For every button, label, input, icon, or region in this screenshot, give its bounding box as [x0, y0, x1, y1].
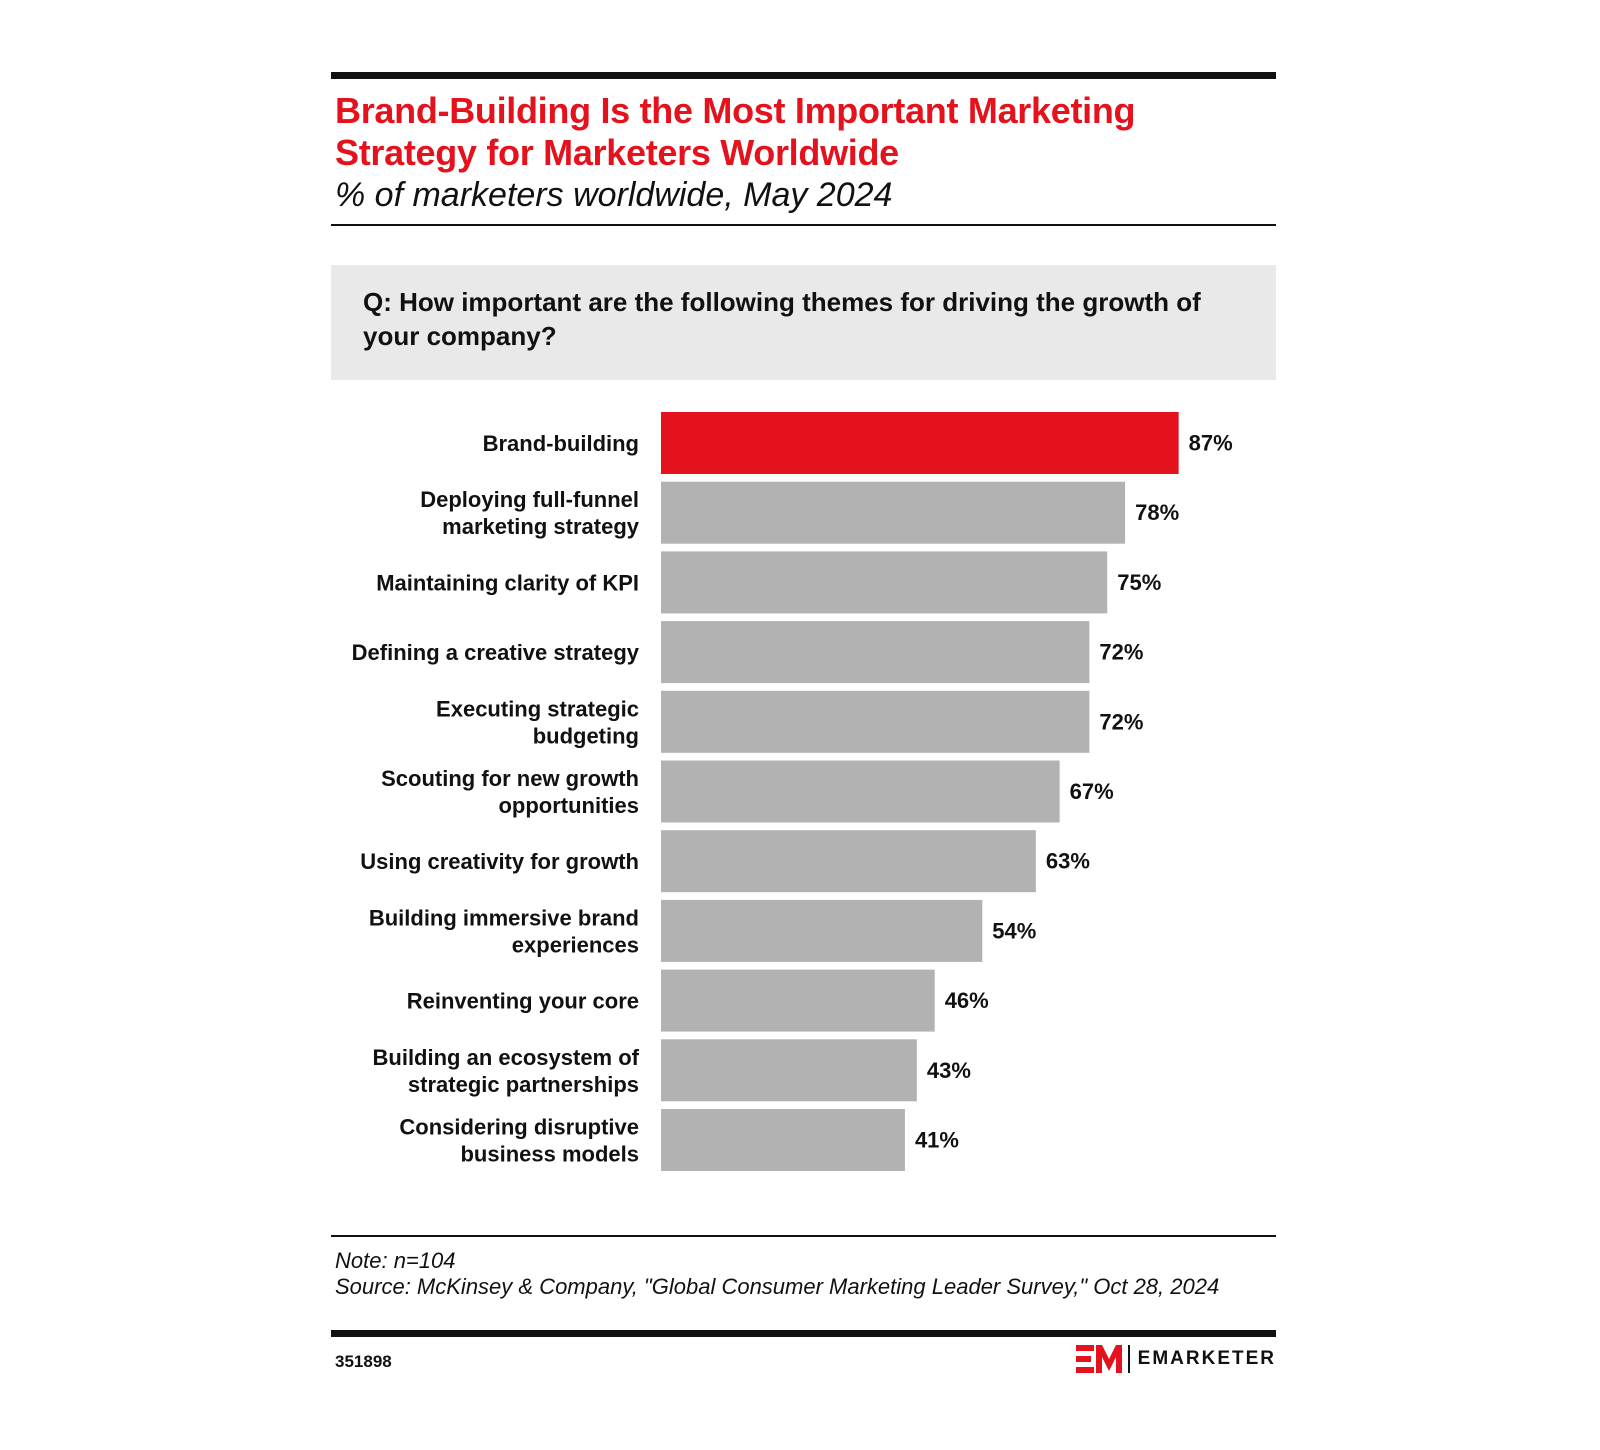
value-label-8: 46%	[945, 988, 989, 1013]
value-label-4: 72%	[1099, 709, 1143, 734]
category-label-0: Brand-building	[483, 431, 639, 456]
bar-10	[661, 1109, 905, 1171]
em-logo-icon	[1075, 1345, 1122, 1373]
bar-1	[661, 481, 1126, 544]
value-label-6: 63%	[1046, 849, 1090, 874]
bar-8	[661, 969, 935, 1032]
category-label-10: Considering disruptive business models	[399, 1114, 639, 1166]
chart-subtitle: % of marketers worldwide, May 2024	[335, 176, 893, 214]
chart-source: Source: McKinsey & Company, "Global Cons…	[335, 1274, 1220, 1299]
brand-name: EMARKETER	[1137, 1348, 1276, 1369]
top-rule	[331, 72, 1276, 79]
category-label-6: Using creativity for growth	[360, 849, 639, 874]
value-label-0: 87%	[1189, 431, 1233, 456]
chart-card: Brand-Building Is the Most Important Mar…	[331, 72, 1276, 1392]
bar-3	[661, 621, 1090, 684]
category-label-8: Reinventing your core	[407, 988, 639, 1013]
category-label-3: Defining a creative strategy	[352, 640, 640, 665]
value-label-7: 54%	[992, 918, 1036, 943]
question-box: Q: How important are the following theme…	[331, 265, 1276, 380]
value-label-2: 75%	[1117, 570, 1161, 595]
category-label-7: Building immersive brand experiences	[369, 905, 639, 957]
chart-title: Brand-Building Is the Most Important Mar…	[335, 90, 1136, 173]
category-label-1: Deploying full-funnel marketing strategy	[420, 487, 640, 539]
category-label-4: Executing strategic budgeting	[436, 696, 639, 748]
value-label-5: 67%	[1070, 779, 1114, 804]
category-label-9: Building an ecosystem of strategic partne…	[373, 1044, 640, 1096]
category-label-2: Maintaining clarity of KPI	[376, 570, 639, 595]
chart-note: Note: n=104	[335, 1248, 456, 1273]
bar-4	[661, 690, 1090, 753]
bar-7	[661, 899, 983, 962]
value-label-1: 78%	[1135, 500, 1179, 525]
emarketer-logo: EMARKETER	[1075, 1344, 1276, 1374]
bar-2	[661, 551, 1108, 614]
bar-chart: Brand-building 87% Deploying full-funnel ma…	[352, 412, 1233, 1171]
value-label-10: 41%	[915, 1128, 959, 1153]
value-label-9: 43%	[927, 1058, 971, 1083]
bar-0	[661, 412, 1179, 474]
logo-separator	[1127, 1345, 1130, 1373]
value-label-3: 72%	[1099, 640, 1143, 665]
bar-9	[661, 1039, 917, 1102]
footer-rule	[331, 1235, 1276, 1237]
bottom-rule	[331, 1330, 1276, 1337]
survey-question: Q: How important are the following theme…	[363, 287, 1201, 351]
bar-6	[661, 830, 1036, 893]
bar-5	[661, 760, 1060, 823]
header-rule	[331, 224, 1276, 226]
chart-id: 351898	[335, 1352, 392, 1371]
category-label-5: Scouting for new growth opportunities	[381, 766, 639, 818]
